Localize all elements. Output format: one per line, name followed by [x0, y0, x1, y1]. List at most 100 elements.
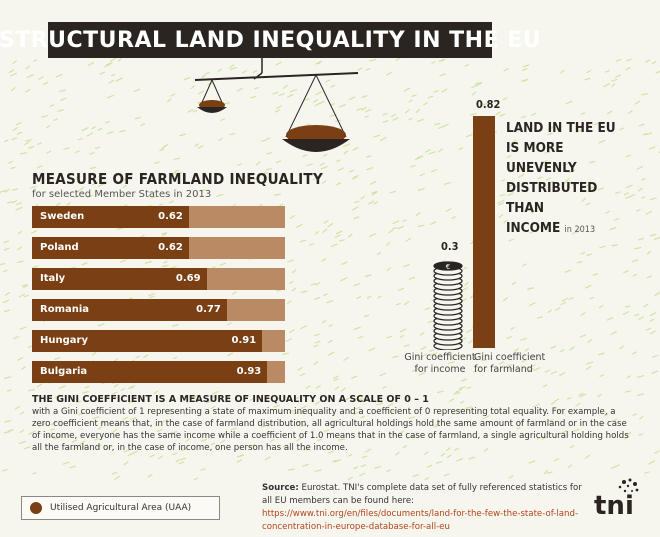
- grass-stroke: [361, 106, 367, 111]
- grass-stroke: [377, 295, 382, 299]
- grass-stroke: [644, 471, 650, 474]
- grass-stroke: [501, 179, 506, 182]
- grass-stroke: [411, 368, 419, 373]
- grass-stroke: [32, 59, 38, 62]
- grass-stroke: [376, 251, 382, 256]
- grass-stroke: [301, 463, 309, 467]
- grass-stroke: [120, 387, 125, 392]
- grass-stroke: [97, 323, 105, 327]
- grass-stroke: [580, 312, 586, 316]
- grass-stroke: [3, 240, 10, 244]
- grass-stroke: [210, 442, 216, 446]
- grass-stroke: [641, 178, 646, 181]
- grass-stroke: [253, 176, 261, 180]
- bar-value-bulgaria: 0.93: [236, 366, 262, 377]
- grass-stroke: [439, 73, 446, 77]
- grass-stroke: [578, 393, 584, 396]
- grass-stroke: [28, 145, 35, 149]
- grass-stroke: [212, 390, 219, 395]
- grass-stroke: [282, 444, 288, 448]
- grass-stroke: [611, 78, 618, 82]
- grass-stroke: [26, 73, 34, 79]
- grass-stroke: [172, 356, 178, 360]
- grass-stroke: [86, 194, 94, 199]
- grass-stroke: [625, 66, 631, 71]
- grass-stroke: [448, 398, 455, 402]
- grass-stroke: [314, 340, 321, 344]
- grass-stroke: [521, 79, 527, 82]
- grass-stroke: [408, 276, 416, 280]
- grass-stroke: [419, 331, 425, 336]
- grass-stroke: [77, 138, 83, 141]
- grass-stroke: [289, 409, 295, 413]
- grass-stroke: [274, 109, 280, 113]
- grass-stroke: [5, 188, 10, 193]
- grass-stroke: [571, 182, 579, 186]
- grass-stroke: [610, 466, 616, 470]
- source-note: Source: Eurostat. TNI's complete data se…: [262, 482, 592, 534]
- grass-stroke: [89, 152, 95, 155]
- grass-stroke: [12, 188, 19, 191]
- grass-stroke: [579, 334, 587, 338]
- grass-stroke: [220, 118, 226, 121]
- grass-stroke: [641, 93, 648, 96]
- grass-stroke: [41, 115, 48, 118]
- grass-stroke: [309, 243, 315, 246]
- grass-stroke: [606, 317, 614, 321]
- grass-stroke: [122, 416, 129, 421]
- grass-stroke: [390, 113, 396, 118]
- grass-stroke: [446, 351, 452, 355]
- grass-stroke: [623, 192, 629, 196]
- grass-stroke: [330, 243, 338, 248]
- grass-stroke: [28, 430, 36, 435]
- grass-stroke: [632, 273, 637, 277]
- grass-stroke: [638, 316, 644, 320]
- grass-stroke: [503, 219, 508, 224]
- grass-stroke: [382, 120, 389, 123]
- grass-stroke: [337, 167, 345, 171]
- grass-stroke: [227, 352, 234, 357]
- grass-stroke: [524, 366, 529, 370]
- grass-stroke: [327, 450, 334, 454]
- grass-stroke: [576, 261, 583, 264]
- grass-stroke: [50, 428, 55, 431]
- grass-stroke: [37, 142, 42, 145]
- grass-stroke: [544, 151, 551, 154]
- grass-stroke: [424, 477, 430, 481]
- grass-stroke: [310, 283, 317, 286]
- grass-stroke: [161, 264, 169, 268]
- grass-stroke: [464, 282, 469, 286]
- grass-stroke: [438, 125, 446, 129]
- grass-stroke: [552, 163, 558, 167]
- grass-stroke: [321, 228, 328, 233]
- grass-stroke: [585, 365, 592, 371]
- grass-stroke: [598, 304, 604, 309]
- grass-stroke: [50, 421, 57, 426]
- grass-stroke: [172, 452, 177, 456]
- grass-stroke: [433, 90, 440, 93]
- grass-stroke: [57, 109, 64, 112]
- grass-stroke: [446, 454, 452, 459]
- grass-stroke: [457, 408, 464, 411]
- grass-stroke: [649, 197, 657, 201]
- grass-stroke: [140, 122, 146, 127]
- grass-stroke: [304, 98, 310, 102]
- grass-stroke: [642, 133, 648, 136]
- gini-farmland-caption-line2: for farmland: [474, 364, 533, 375]
- source-link[interactable]: https://www.tni.org/en/files/documents/l…: [262, 509, 579, 532]
- grass-stroke: [521, 115, 526, 118]
- grass-stroke: [12, 200, 17, 204]
- grass-stroke: [149, 295, 156, 299]
- grass-stroke: [530, 112, 537, 116]
- grass-stroke: [84, 385, 90, 389]
- grass-stroke: [13, 336, 19, 340]
- grass-stroke: [448, 361, 455, 364]
- grass-stroke: [360, 195, 366, 200]
- grass-stroke: [508, 367, 516, 370]
- grass-stroke: [315, 91, 323, 96]
- grass-stroke: [434, 122, 441, 126]
- legend-label: Utilised Agricultural Area (UAA): [50, 503, 192, 513]
- grass-stroke: [123, 461, 129, 466]
- grass-stroke: [405, 109, 410, 114]
- grass-stroke: [417, 188, 425, 191]
